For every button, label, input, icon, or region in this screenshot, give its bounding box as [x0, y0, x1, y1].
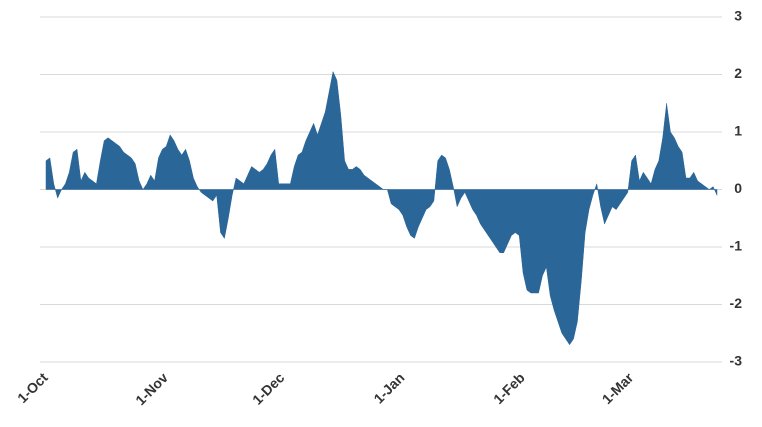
x-tick-label: 1-Mar: [599, 369, 637, 407]
y-tick-label: 0: [734, 180, 742, 196]
x-tick-label: 1-Feb: [490, 369, 528, 407]
y-tick-label: -3: [730, 353, 743, 369]
x-tick-label: 1-Dec: [249, 369, 287, 407]
y-tick-label: -1: [730, 238, 743, 254]
y-tick-label: -2: [730, 295, 743, 311]
y-tick-label: 1: [734, 123, 742, 139]
x-tick-label: 1-Jan: [370, 369, 407, 406]
x-tick-label: 1-Oct: [14, 369, 51, 406]
y-tick-label: 2: [734, 65, 742, 81]
x-tick-label: 1-Nov: [132, 369, 171, 408]
area: [45, 70, 718, 346]
y-tick-label: 3: [734, 8, 742, 24]
